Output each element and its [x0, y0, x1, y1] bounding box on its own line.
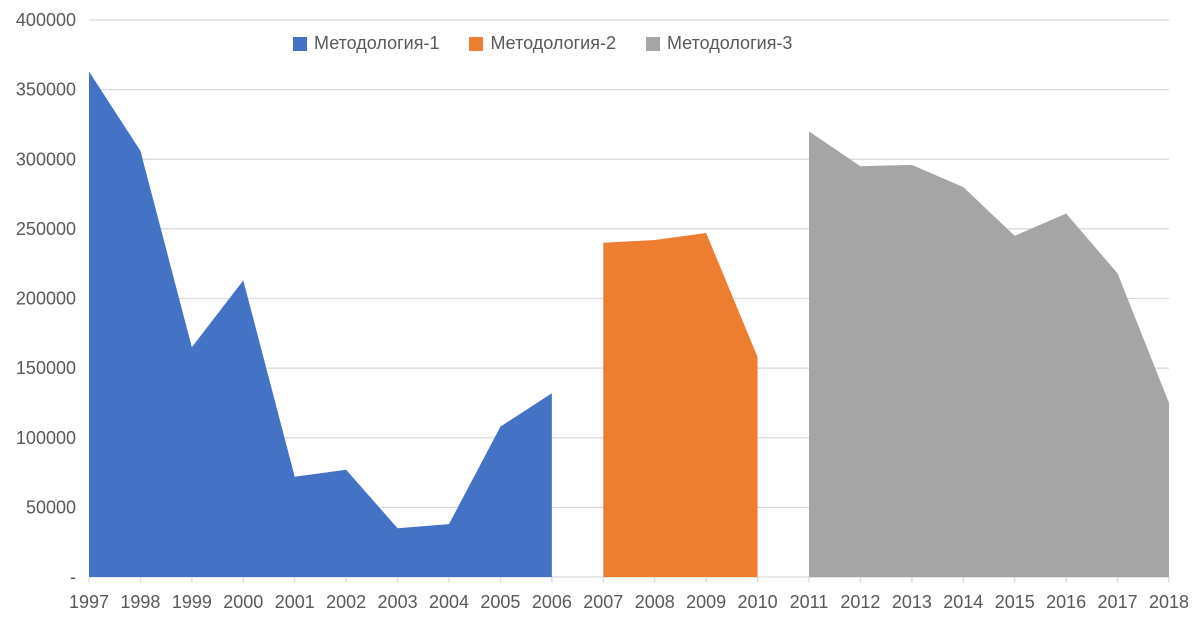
x-tick-label: 2017 — [1098, 592, 1138, 612]
x-tick-label: 2018 — [1149, 592, 1189, 612]
x-tick-label: 2015 — [995, 592, 1035, 612]
x-tick-label: 2011 — [790, 592, 829, 612]
x-tick-label: 1997 — [69, 592, 109, 612]
y-tick-label: 350000 — [16, 80, 76, 100]
y-tick-label: 200000 — [16, 289, 76, 309]
y-tick-label: 400000 — [16, 10, 76, 30]
y-tick-label: 250000 — [16, 219, 76, 239]
x-tick-label: 2016 — [1046, 592, 1086, 612]
y-tick-label: - — [70, 567, 76, 587]
x-tick-label: 2014 — [943, 592, 983, 612]
legend-label: Методология-1 — [314, 33, 440, 53]
x-tick-label: 2009 — [686, 592, 726, 612]
x-tick-label: 2006 — [532, 592, 572, 612]
legend-label: Методология-2 — [490, 33, 616, 53]
x-tick-label: 2001 — [275, 592, 315, 612]
legend-item-methodology-2: Методология-2 — [469, 33, 616, 54]
x-tick-label: 2013 — [892, 592, 932, 612]
x-tick-label: 2010 — [738, 592, 778, 612]
y-tick-label: 150000 — [16, 358, 76, 378]
legend-swatch-icon — [645, 36, 660, 51]
y-tick-label: 300000 — [16, 149, 76, 169]
area-series-2 — [603, 233, 758, 578]
area-series-1 — [89, 71, 552, 578]
x-tick-label: 2002 — [326, 592, 366, 612]
x-tick-label: 1998 — [120, 592, 160, 612]
x-tick-label: 2007 — [583, 592, 623, 612]
x-tick-label: 2005 — [480, 592, 520, 612]
x-tick-label: 2000 — [223, 592, 263, 612]
x-tick-label: 2004 — [429, 592, 469, 612]
chart-legend: Методология-1 Методология-2 Методология-… — [293, 33, 792, 54]
legend-label: Методология-3 — [666, 33, 793, 53]
legend-swatch-icon — [469, 36, 484, 51]
legend-swatch-icon — [293, 36, 307, 51]
y-tick-label: 100000 — [16, 428, 76, 448]
y-tick-label: 50000 — [26, 497, 76, 517]
area-series-3 — [809, 131, 1169, 577]
legend-item-methodology-1: Методология-1 — [293, 33, 439, 54]
x-tick-label: 2012 — [840, 592, 880, 612]
legend-item-methodology-3: Методология-3 — [645, 33, 793, 54]
x-tick-label: 1999 — [172, 592, 212, 612]
x-tick-label: 2003 — [378, 592, 418, 612]
x-tick-label: 2008 — [635, 592, 675, 612]
